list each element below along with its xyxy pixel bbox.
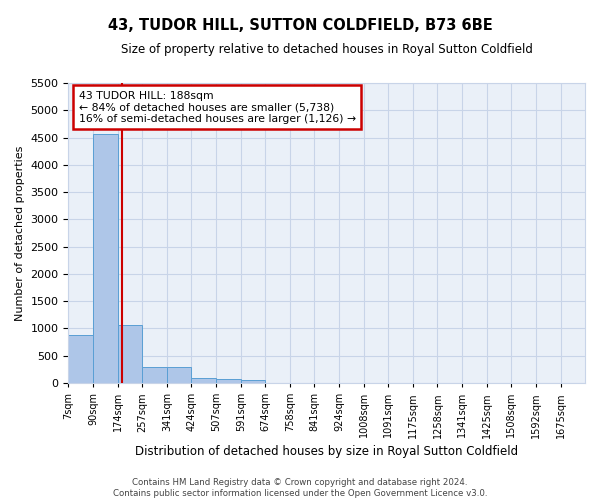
Bar bbox=[142, 367, 167, 383]
Bar bbox=[118, 325, 142, 383]
Text: 43 TUDOR HILL: 188sqm
← 84% of detached houses are smaller (5,738)
16% of semi-d: 43 TUDOR HILL: 188sqm ← 84% of detached … bbox=[79, 90, 356, 124]
Text: Contains HM Land Registry data © Crown copyright and database right 2024.
Contai: Contains HM Land Registry data © Crown c… bbox=[113, 478, 487, 498]
Bar bbox=[216, 379, 241, 383]
Text: 43, TUDOR HILL, SUTTON COLDFIELD, B73 6BE: 43, TUDOR HILL, SUTTON COLDFIELD, B73 6B… bbox=[107, 18, 493, 32]
Bar bbox=[241, 380, 265, 383]
Bar bbox=[93, 134, 118, 383]
X-axis label: Distribution of detached houses by size in Royal Sutton Coldfield: Distribution of detached houses by size … bbox=[135, 444, 518, 458]
Title: Size of property relative to detached houses in Royal Sutton Coldfield: Size of property relative to detached ho… bbox=[121, 42, 533, 56]
Bar bbox=[68, 335, 93, 383]
Bar bbox=[191, 378, 216, 383]
Y-axis label: Number of detached properties: Number of detached properties bbox=[15, 146, 25, 320]
Bar bbox=[167, 368, 191, 383]
